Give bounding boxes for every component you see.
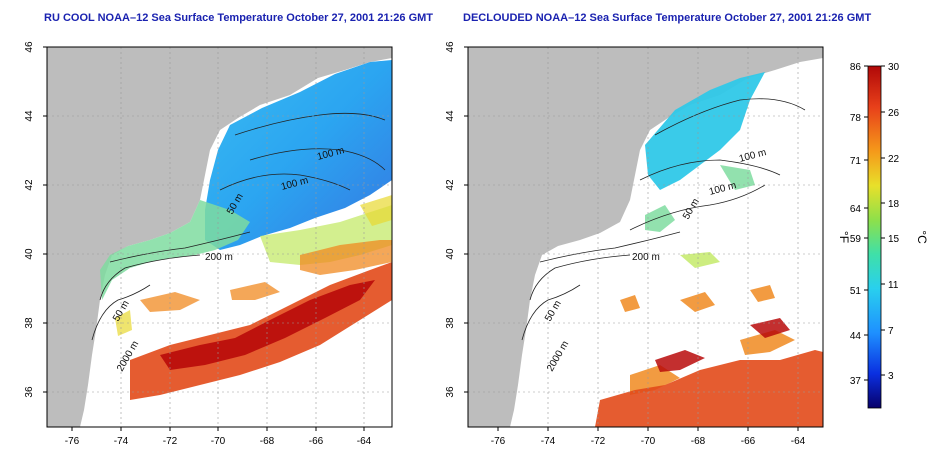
fahrenheit-tick: 64 (850, 204, 862, 215)
lon-tick: -66 (741, 436, 756, 447)
fahrenheit-tick: 78 (850, 113, 862, 124)
fahrenheit-tick: 59 (850, 234, 862, 245)
lon-tick: -74 (114, 436, 129, 447)
fahrenheit-tick: 86 (850, 62, 862, 73)
shelf-water (645, 165, 755, 232)
lon-tick: -72 (163, 436, 178, 447)
celsius-tick: 18 (888, 199, 900, 210)
lat-tick: 38 (24, 317, 35, 329)
yellow-patches (115, 195, 392, 336)
lat-tick: 38 (445, 317, 456, 329)
lat-tick: 36 (24, 386, 35, 398)
celsius-tick: 26 (888, 108, 900, 119)
land-mass (47, 47, 392, 427)
lat-tick: 46 (24, 41, 35, 53)
temperature-colorbar: 86 78 71 64 59 51 44 37 30 26 22 18 15 1… (837, 62, 929, 409)
fahrenheit-tick: 51 (850, 286, 862, 297)
left-sst-map: 50 m 100 m 200 m 50 m 2000 m 100 m -76 -… (24, 41, 393, 447)
gulf-of-maine-water (205, 60, 392, 250)
colorbar-gradient (867, 65, 882, 409)
lon-tick: -64 (791, 436, 806, 447)
lon-tick: -76 (65, 436, 80, 447)
fahrenheit-label: °F (837, 231, 851, 243)
land-mass (468, 47, 823, 427)
lat-tick: 44 (24, 110, 35, 122)
fahrenheit-tick: 37 (850, 376, 862, 387)
lat-tick: 40 (445, 248, 456, 260)
lon-tick: -72 (591, 436, 606, 447)
lon-tick: -70 (211, 436, 226, 447)
lat-tick: 40 (24, 248, 35, 260)
shelf-water (100, 200, 250, 300)
lon-tick: -68 (260, 436, 275, 447)
lat-tick: 36 (445, 386, 456, 398)
celsius-label: °C (915, 230, 929, 244)
gulf-stream-hot-core (655, 318, 790, 372)
celsius-tick: 22 (888, 154, 900, 165)
lon-tick: -76 (491, 436, 506, 447)
isobath-label-200m: 200 m (632, 252, 660, 263)
lon-tick: -68 (691, 436, 706, 447)
lat-tick: 42 (445, 179, 456, 191)
celsius-tick: 30 (888, 62, 900, 73)
slope-water (680, 252, 720, 268)
left-map-title: RU COOL NOAA–12 Sea Surface Temperature … (44, 12, 434, 24)
lon-tick: -66 (309, 436, 324, 447)
gulf-stream-warm-water (595, 350, 823, 427)
fahrenheit-tick: 44 (850, 331, 862, 342)
lon-tick: -74 (541, 436, 556, 447)
lat-tick: 44 (445, 110, 456, 122)
lat-tick: 42 (24, 179, 35, 191)
celsius-tick: 3 (888, 371, 894, 382)
celsius-tick: 15 (888, 234, 900, 245)
celsius-tick: 7 (888, 326, 894, 337)
lat-tick: 46 (445, 41, 456, 53)
warm-patches (140, 240, 392, 312)
lon-tick: -70 (641, 436, 656, 447)
lon-tick: -64 (357, 436, 372, 447)
gulf-stream-hot-core (160, 280, 375, 370)
fahrenheit-tick: 71 (850, 156, 862, 167)
right-sst-map: 50 m 100 m 200 m 50 m 2000 m 100 m -76 -… (445, 41, 824, 447)
celsius-tick: 11 (888, 280, 899, 291)
right-map-title: DECLOUDED NOAA–12 Sea Surface Temperatur… (463, 12, 872, 24)
isobath-label-200m: 200 m (205, 252, 233, 263)
